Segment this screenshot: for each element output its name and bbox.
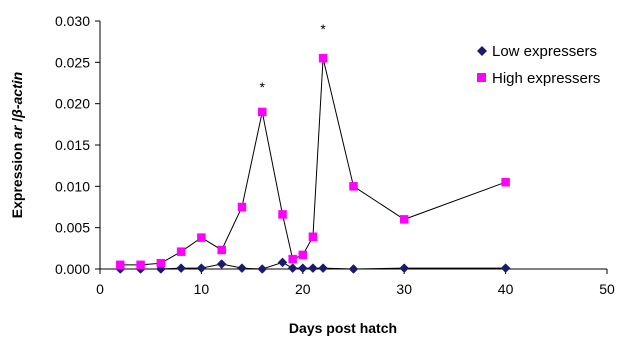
series-line-low-expressers <box>120 261 506 270</box>
data-point-high-expressers <box>136 260 145 270</box>
data-point-high-expressers <box>197 233 206 242</box>
x-tick-label: 40 <box>498 281 514 297</box>
data-point-high-expressers <box>308 232 318 242</box>
series-line-high-expressers <box>120 58 506 266</box>
data-point-low-expressers <box>308 263 318 274</box>
data-point-low-expressers <box>287 263 298 274</box>
data-point-low-expressers <box>237 263 247 274</box>
x-tick-label: 30 <box>396 281 412 297</box>
data-point-high-expressers <box>257 107 267 117</box>
data-point-high-expressers <box>156 258 166 268</box>
data-point-low-expressers <box>500 263 511 274</box>
y-axis-title-part-4: β-actin <box>9 72 25 119</box>
y-tick-label: 0.005 <box>55 220 90 236</box>
y-axis-title-part-3: / <box>9 118 25 126</box>
data-point-low-expressers <box>196 263 207 274</box>
legend-marker-high-expressers <box>477 73 486 82</box>
data-point-high-expressers <box>237 202 247 212</box>
data-point-low-expressers <box>176 263 186 274</box>
data-point-high-expressers <box>116 260 125 270</box>
legend-label-high-expressers: High expressers <box>492 70 600 87</box>
legend-marker-low-expressers <box>477 46 487 56</box>
x-axis-ticks: 0 10 20 30 40 50 <box>96 269 615 297</box>
y-tick-label: 0.020 <box>55 96 90 112</box>
y-axis-title-part-1: Expression <box>9 139 25 218</box>
data-point-low-expressers <box>348 264 359 274</box>
x-axis-title: Days post hatch <box>289 320 397 336</box>
y-tick-label: 0.015 <box>55 137 90 153</box>
y-tick-label: 0.000 <box>55 261 90 277</box>
x-tick-label: 20 <box>295 281 311 297</box>
legend-label-low-expressers: Low expressers <box>492 43 597 60</box>
data-point-high-expressers <box>501 177 510 187</box>
y-axis-title: Expression ar /β-actin <box>9 72 25 218</box>
data-point-low-expressers <box>216 259 227 269</box>
annotation-layer: ** <box>260 21 327 95</box>
data-point-high-expressers <box>349 182 358 191</box>
y-axis-title-part-2: ar <box>9 124 25 139</box>
x-tick-label: 50 <box>599 281 615 297</box>
x-tick-label: 0 <box>96 281 104 297</box>
x-tick-label: 10 <box>194 281 210 297</box>
data-point-high-expressers <box>399 215 409 224</box>
data-point-high-expressers <box>217 245 226 255</box>
data-point-high-expressers <box>176 247 186 256</box>
significance-asterisk: * <box>260 79 266 95</box>
y-tick-label: 0.030 <box>55 13 90 29</box>
legend: Low expressers High expressers <box>477 43 600 87</box>
data-point-high-expressers <box>278 210 287 219</box>
data-point-low-expressers <box>297 263 308 274</box>
y-tick-label: 0.010 <box>55 178 90 194</box>
y-tick-label: 0.025 <box>55 54 90 70</box>
data-point-high-expressers <box>288 254 297 264</box>
data-point-low-expressers <box>399 263 410 274</box>
y-axis-ticks: 0.000 0.005 0.010 0.015 0.020 0.025 0.030 <box>55 13 100 277</box>
data-point-low-expressers <box>257 264 268 274</box>
data-point-low-expressers <box>318 263 328 274</box>
series-layer <box>115 53 511 274</box>
data-point-high-expressers <box>318 53 328 63</box>
data-point-high-expressers <box>298 250 308 260</box>
significance-asterisk: * <box>320 21 326 37</box>
data-point-low-expressers <box>277 257 288 268</box>
